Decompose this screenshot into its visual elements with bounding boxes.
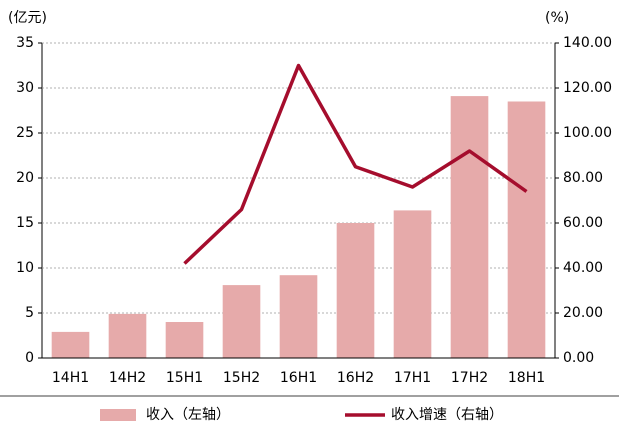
bar <box>165 322 204 358</box>
y2-tick-label: 80.00 <box>563 170 603 186</box>
legend-label: 收入（左轴） <box>146 407 230 423</box>
x-tick-label: 16H2 <box>337 370 374 386</box>
x-tick-label: 14H2 <box>109 370 146 386</box>
x-tick-label: 17H2 <box>451 370 488 386</box>
x-tick-label: 18H1 <box>508 370 545 386</box>
bar <box>108 313 147 358</box>
bar <box>507 101 546 358</box>
y-tick-label: 35 <box>16 35 34 51</box>
bar <box>450 96 489 358</box>
bar <box>393 210 432 358</box>
y-tick-label: 25 <box>16 125 34 141</box>
y2-tick-label: 0.00 <box>563 350 594 366</box>
legend-swatch <box>100 409 136 421</box>
y-tick-label: 5 <box>25 305 34 321</box>
bar <box>51 331 90 358</box>
y-tick-label: 30 <box>16 80 34 96</box>
x-tick-label: 17H1 <box>394 370 431 386</box>
x-tick-label: 15H1 <box>166 370 203 386</box>
y-tick-label: 10 <box>16 260 34 276</box>
y2-tick-label: 20.00 <box>563 305 603 321</box>
bar <box>222 285 261 358</box>
y2-unit-label: (%) <box>545 10 569 26</box>
bar <box>336 223 375 358</box>
y2-tick-label: 60.00 <box>563 215 603 231</box>
y-tick-label: 0 <box>25 350 34 366</box>
x-tick-label: 16H1 <box>280 370 317 386</box>
bar <box>279 275 318 358</box>
x-tick-label: 14H1 <box>52 370 89 386</box>
y2-tick-label: 100.00 <box>563 125 612 141</box>
line <box>183 63 528 265</box>
y-unit-label: (亿元) <box>8 10 47 26</box>
legend-label: 收入增速（右轴） <box>391 407 503 423</box>
y2-tick-label: 140.00 <box>563 35 612 51</box>
y-tick-label: 15 <box>16 215 34 231</box>
x-tick-label: 15H2 <box>223 370 260 386</box>
y2-tick-label: 120.00 <box>563 80 612 96</box>
y2-tick-label: 40.00 <box>563 260 603 276</box>
y-tick-label: 20 <box>16 170 34 186</box>
